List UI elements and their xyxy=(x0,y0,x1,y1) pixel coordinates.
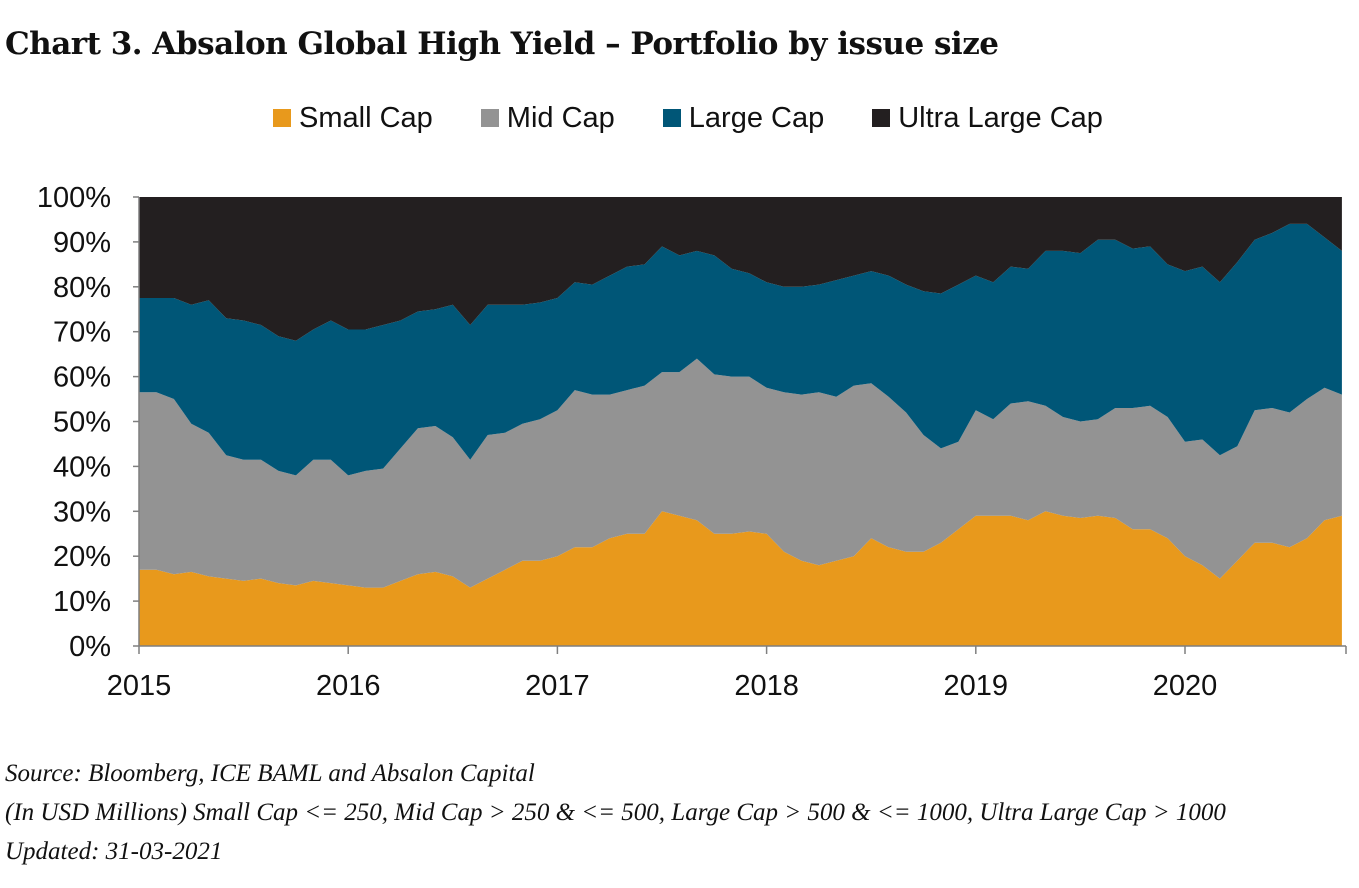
legend-swatch xyxy=(480,109,499,127)
x-tick-label: 2015 xyxy=(107,670,172,702)
legend-label: Large Cap xyxy=(688,101,825,134)
y-tick-label: 80% xyxy=(53,272,111,304)
area-small-cap xyxy=(139,511,1342,646)
x-tick-label: 2016 xyxy=(316,670,381,702)
x-tick-label: 2017 xyxy=(525,670,590,702)
definition-note: (In USD Millions) Small Cap <= 250, Mid … xyxy=(5,799,1226,826)
legend-swatch xyxy=(662,109,681,127)
x-tick-label: 2020 xyxy=(1153,670,1218,702)
y-tick-label: 30% xyxy=(53,496,111,528)
chart-legend: Small Cap Mid Cap Large Cap Ultra Large Cap xyxy=(273,100,1151,136)
legend-swatch xyxy=(872,109,891,127)
legend-item-ultra-large-cap: Ultra Large Cap xyxy=(872,102,1103,135)
footnotes: Source: Bloomberg, ICE BAML and Absalon … xyxy=(5,754,1226,871)
x-tick-label: 2019 xyxy=(944,670,1009,702)
x-tick-label: 2018 xyxy=(734,670,799,702)
stacked-area-chart: 0% 10% 20% 30% 40% 50% 60% 70% 80% 90% 100% 2015 201… xyxy=(37,182,1347,702)
legend-item-small-cap: Small Cap xyxy=(273,102,433,135)
updated-note: Updated: 31-03-2021 xyxy=(5,838,223,865)
area-mid-cap xyxy=(139,358,1342,588)
legend-label: Ultra Large Cap xyxy=(898,101,1103,134)
area-series-group xyxy=(139,197,1342,646)
y-tick-label: 100% xyxy=(37,182,111,214)
y-tick-label: 90% xyxy=(53,227,111,259)
y-tick-label: 40% xyxy=(53,451,111,483)
axes-group: 0% 10% 20% 30% 40% 50% 60% 70% 80% 90% 100% 2015 201… xyxy=(37,182,1347,702)
y-tick-label: 20% xyxy=(53,541,111,573)
y-tick-label: 60% xyxy=(53,362,111,394)
legend-label: Mid Cap xyxy=(506,101,615,134)
legend-item-mid-cap: Mid Cap xyxy=(480,101,615,135)
y-tick-label: 50% xyxy=(53,407,111,439)
area-large-cap xyxy=(139,223,1342,476)
legend-swatch xyxy=(273,109,291,127)
legend-item-large-cap: Large Cap xyxy=(662,101,825,135)
y-tick-label: 70% xyxy=(53,317,111,349)
area-ultra-large-cap xyxy=(139,197,1342,341)
y-tick-label: 10% xyxy=(53,586,111,618)
y-tick-label: 0% xyxy=(69,631,111,663)
chart-title: Chart 3. Absalon Global High Yield – Por… xyxy=(5,26,999,62)
legend-label: Small Cap xyxy=(299,101,433,134)
source-note: Source: Bloomberg, ICE BAML and Absalon … xyxy=(5,760,535,787)
